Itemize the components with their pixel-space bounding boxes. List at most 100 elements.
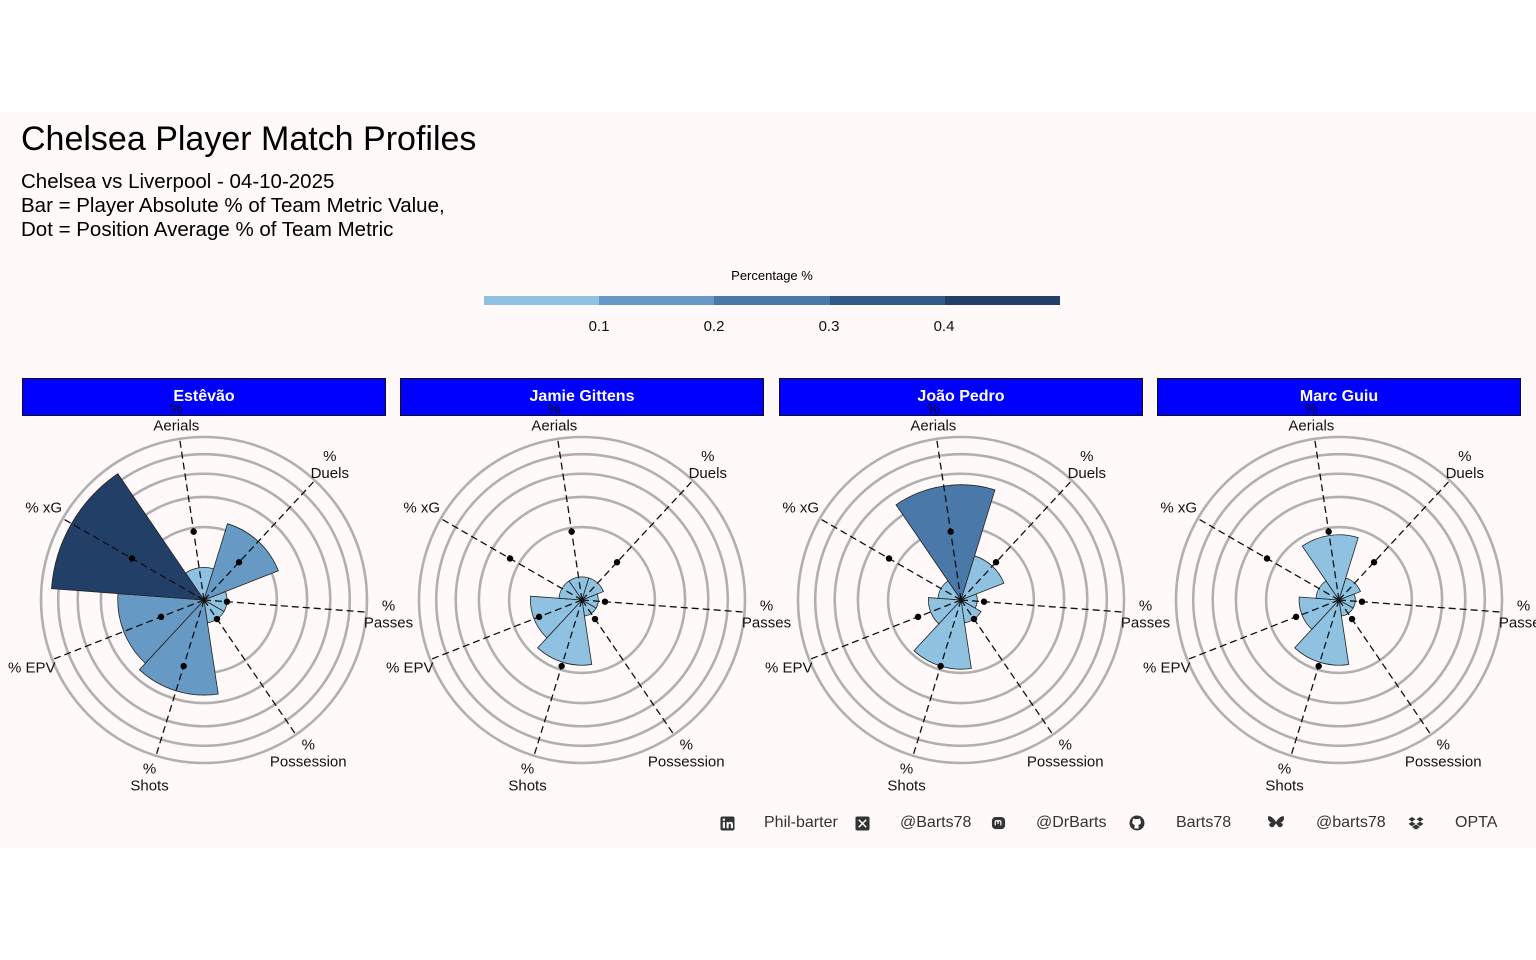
dropbox-icon[interactable] (1405, 812, 1427, 834)
spoke-line (960, 599, 1124, 613)
grid-ring (477, 495, 687, 705)
bar-aerials (1301, 534, 1359, 601)
spoke-line (581, 599, 675, 736)
axis-label: % EPV (8, 660, 56, 677)
axis-label: Passes (364, 614, 413, 631)
position-average-dot (157, 613, 165, 621)
position-average-dot (235, 559, 243, 566)
facet-strip-player-4: Marc Guiu (1157, 378, 1521, 416)
position-average-dot (1315, 662, 1322, 670)
axis-label: % xG (782, 500, 819, 517)
grid-ring (833, 472, 1089, 728)
spoke-line (1187, 599, 1340, 661)
position-average-dot (1370, 559, 1378, 566)
position-average-dot (568, 528, 575, 535)
legend-swatch (714, 296, 830, 305)
position-average-dot (970, 615, 978, 623)
axis-label: Passes (742, 614, 791, 631)
axis-label: % EPV (1143, 660, 1191, 677)
legend-title: Percentage % (731, 268, 813, 283)
position-average-dot (591, 615, 599, 623)
bar-epv (117, 593, 205, 664)
grid-ring (1191, 452, 1487, 748)
position-average-dot (1348, 615, 1356, 623)
axis-label: % (1059, 736, 1072, 753)
position-average-dot (1263, 555, 1271, 562)
axis-label: % (323, 448, 336, 465)
axis-label: % (1278, 760, 1291, 777)
grid-ring (56, 452, 352, 748)
footer-text-github[interactable]: Barts78 (1176, 814, 1232, 831)
position-average-dot (213, 615, 221, 623)
bar-xg (51, 473, 205, 601)
axis-label: % (521, 760, 534, 777)
legend-swatch (829, 296, 945, 305)
position-average-dot (885, 555, 893, 562)
spoke-line (581, 599, 745, 613)
axis-label: Aerials (910, 418, 956, 435)
grid-ring (434, 452, 730, 748)
plot-background (0, 112, 1536, 848)
grid-ring (417, 435, 747, 765)
legend-swatch (599, 296, 715, 305)
x-icon[interactable] (851, 812, 873, 834)
axis-label: Aerials (1288, 418, 1334, 435)
axis-label: % (382, 597, 395, 614)
position-average-dot (1358, 598, 1366, 605)
github-icon[interactable] (1126, 812, 1148, 834)
position-average-dot (937, 662, 944, 670)
axis-label: % (170, 401, 183, 418)
grid-ring (813, 452, 1109, 748)
spoke-line (155, 599, 205, 756)
axis-label: Shots (1265, 777, 1303, 794)
position-average-dot (914, 613, 922, 621)
axis-label: % (1517, 597, 1530, 614)
grid-ring (454, 472, 710, 728)
spoke-line (935, 438, 962, 601)
axis-label: Possession (270, 753, 347, 770)
axis-label: % (1458, 448, 1471, 465)
axis-label: Duels (689, 465, 727, 482)
spoke-line (556, 438, 583, 601)
bar-shots (1294, 599, 1350, 666)
axis-label: % (1437, 736, 1450, 753)
spoke-line (1338, 599, 1432, 736)
grid-ring (99, 495, 309, 705)
axis-label: Possession (648, 753, 725, 770)
position-average-dot (190, 528, 197, 535)
axis-label: % EPV (765, 660, 813, 677)
grid-ring (1174, 435, 1504, 765)
grid-ring (1264, 525, 1414, 675)
grid-ring (39, 435, 369, 765)
spoke-line (960, 599, 1054, 736)
position-average-dot (128, 555, 136, 562)
axis-label: Aerials (531, 418, 577, 435)
bluesky-icon[interactable] (1265, 812, 1287, 834)
footer-text-mastodon[interactable]: @DrBarts (1036, 814, 1107, 831)
mastodon-icon[interactable] (987, 812, 1009, 834)
chart-subtitle-line-1: Chelsea vs Liverpool - 04-10-2025 (21, 170, 335, 193)
grid-ring (796, 435, 1126, 765)
spoke-line (1313, 438, 1340, 601)
legend-tick-label: 0.1 (588, 318, 610, 335)
linkedin-icon[interactable] (716, 812, 738, 834)
axis-label: % (1305, 401, 1318, 418)
footer-text-source[interactable]: OPTA (1455, 814, 1498, 831)
axis-label: Passes (1121, 614, 1170, 631)
grid-ring (76, 472, 332, 728)
position-average-dot (1325, 528, 1332, 535)
axis-label: Shots (887, 777, 925, 794)
facet-strip-player-1: Estêvão (22, 378, 386, 416)
spoke-line (912, 599, 962, 756)
chart-title: Chelsea Player Match Profiles (21, 120, 477, 158)
footer-text-bluesky[interactable]: @barts78 (1316, 814, 1386, 831)
position-average-dot (1292, 613, 1300, 621)
legend-tick-label: 0.2 (703, 318, 725, 335)
position-average-dot (992, 559, 1000, 566)
spoke-line (203, 599, 367, 613)
spoke-line (960, 480, 1073, 601)
footer-text-x[interactable]: @Barts78 (900, 814, 972, 831)
footer-text-linkedin[interactable]: Phil-barter (764, 814, 838, 831)
axis-label: % (548, 401, 561, 418)
